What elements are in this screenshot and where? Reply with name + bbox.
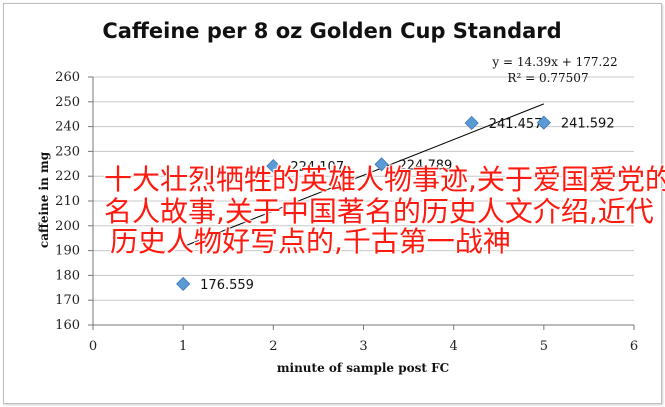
y-tick-label-210: 210	[55, 194, 80, 209]
trendline-equation: y = 14.39x + 177.22	[491, 55, 617, 69]
axes	[88, 76, 635, 330]
x-tick-label-6: 6	[630, 339, 638, 354]
data-label-5: 241.592	[561, 117, 615, 132]
data-point-2	[266, 158, 281, 174]
gridlines	[93, 76, 634, 301]
data-label-1: 176.559	[200, 278, 254, 293]
trendline-r-squared: R² = 0.77507	[507, 71, 588, 85]
y-tick-label-240: 240	[55, 120, 80, 135]
y-tick-label-190: 190	[55, 244, 80, 259]
x-tick-label-1: 1	[179, 339, 187, 354]
x-tick-label-4: 4	[450, 339, 458, 354]
trendline-path	[182, 103, 545, 248]
data-label-4: 241.457	[489, 117, 543, 132]
y-tick-label-250: 250	[55, 95, 80, 110]
data-points: 176.559 224.107 224.789 241.457 241.592	[176, 115, 615, 293]
x-tick-labels: 0 1 2 3 4 5 6	[89, 339, 638, 354]
y-tick-label-260: 260	[55, 70, 80, 85]
y-axis-label: caffeine in mg	[37, 151, 51, 248]
data-label-3: 224.789	[399, 158, 453, 173]
y-tick-label-220: 220	[55, 169, 80, 184]
trendline	[182, 103, 545, 248]
overlay-text-line-3: 历史人物好写点的,千古第一战神	[110, 225, 511, 258]
data-point-3	[374, 157, 389, 172]
x-tick-label-5: 5	[540, 339, 548, 354]
overlay-text-line-1: 十大壮烈牺牲的英雄人物事迹,关于爱国爱党的	[104, 163, 665, 196]
y-tick-label-170: 170	[55, 293, 80, 308]
y-tick-label-160: 160	[55, 318, 80, 333]
data-point-1	[176, 276, 191, 291]
x-axis-label: minute of sample post FC	[277, 361, 449, 375]
data-label-2: 224.107	[290, 160, 344, 175]
chart-frame	[3, 3, 662, 404]
data-point-4	[464, 115, 479, 131]
overlay-text-line-2: 名人故事,关于中国著名的历史人文介绍,近代	[104, 195, 654, 228]
x-tick-label-3: 3	[359, 339, 367, 354]
x-tick-label-2: 2	[269, 339, 277, 354]
y-tick-label-180: 180	[55, 268, 80, 283]
x-tick-label-0: 0	[89, 339, 97, 354]
data-point-5	[536, 115, 551, 130]
y-tick-labels: 160 170 180 190 200 210 220 230 240 250 260	[55, 70, 80, 333]
y-tick-label-230: 230	[55, 144, 80, 159]
chart-title: Caffeine per 8 oz Golden Cup Standard	[102, 19, 561, 43]
y-tick-label-200: 200	[55, 219, 80, 234]
